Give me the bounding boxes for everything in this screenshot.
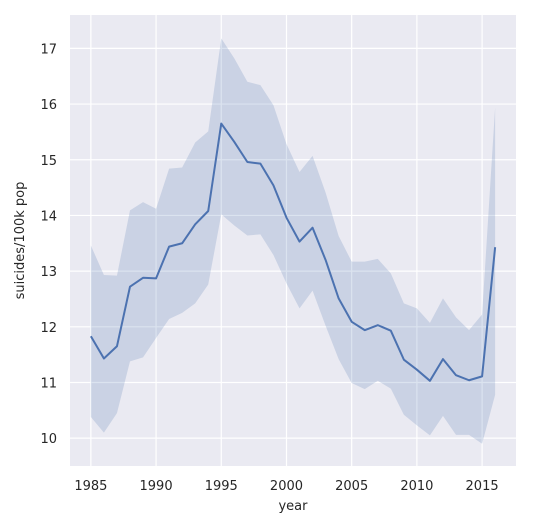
data-point — [429, 380, 431, 382]
data-point — [312, 227, 314, 229]
data-point — [351, 321, 353, 323]
data-point — [416, 369, 418, 371]
data-point — [116, 345, 118, 347]
y-tick-label: 13 — [40, 265, 57, 280]
data-point — [390, 330, 392, 332]
y-tick-label: 10 — [40, 432, 57, 447]
y-axis-label: suicides/100k pop — [13, 182, 28, 300]
data-point — [155, 277, 157, 279]
y-tick-label: 16 — [40, 98, 57, 113]
data-point — [246, 161, 248, 163]
x-tick-label: 2015 — [466, 479, 499, 494]
data-point — [338, 297, 340, 299]
data-point — [403, 359, 405, 361]
data-point — [325, 259, 327, 261]
data-point — [142, 277, 144, 279]
data-point — [207, 210, 209, 212]
x-tick-label: 2005 — [335, 479, 368, 494]
data-point — [272, 184, 274, 186]
data-point — [494, 246, 496, 248]
y-axis-ticks: 10 11 12 13 14 15 16 17 — [40, 42, 57, 447]
data-point — [103, 358, 105, 360]
data-point — [220, 123, 222, 125]
data-point — [168, 246, 170, 248]
data-point — [481, 375, 483, 377]
data-point — [442, 358, 444, 360]
data-point — [181, 242, 183, 244]
data-point — [285, 217, 287, 219]
y-tick-label: 12 — [40, 321, 57, 336]
data-point — [364, 329, 366, 331]
x-tick-label: 2000 — [270, 479, 303, 494]
x-tick-label: 1985 — [74, 479, 107, 494]
x-tick-label: 2010 — [400, 479, 433, 494]
x-tick-label: 1995 — [205, 479, 238, 494]
confidence-band — [90, 38, 496, 444]
data-point — [377, 324, 379, 326]
data-point — [299, 241, 301, 243]
y-tick-label: 15 — [40, 154, 57, 169]
data-point — [90, 335, 92, 337]
plot-background — [70, 15, 516, 466]
data-point — [259, 163, 261, 165]
y-tick-label: 17 — [40, 42, 57, 57]
data-point — [455, 374, 457, 376]
y-tick-label: 11 — [40, 376, 57, 391]
data-point — [194, 223, 196, 225]
x-axis-ticks: 1985 1990 1995 2000 2005 2010 2015 — [74, 479, 498, 494]
data-point — [129, 286, 131, 288]
y-tick-label: 14 — [40, 209, 57, 224]
x-tick-label: 1990 — [140, 479, 173, 494]
grid-lines — [70, 15, 516, 466]
data-point — [468, 379, 470, 381]
data-point — [233, 141, 235, 143]
x-axis-label: year — [278, 499, 308, 514]
series-line — [90, 122, 497, 382]
